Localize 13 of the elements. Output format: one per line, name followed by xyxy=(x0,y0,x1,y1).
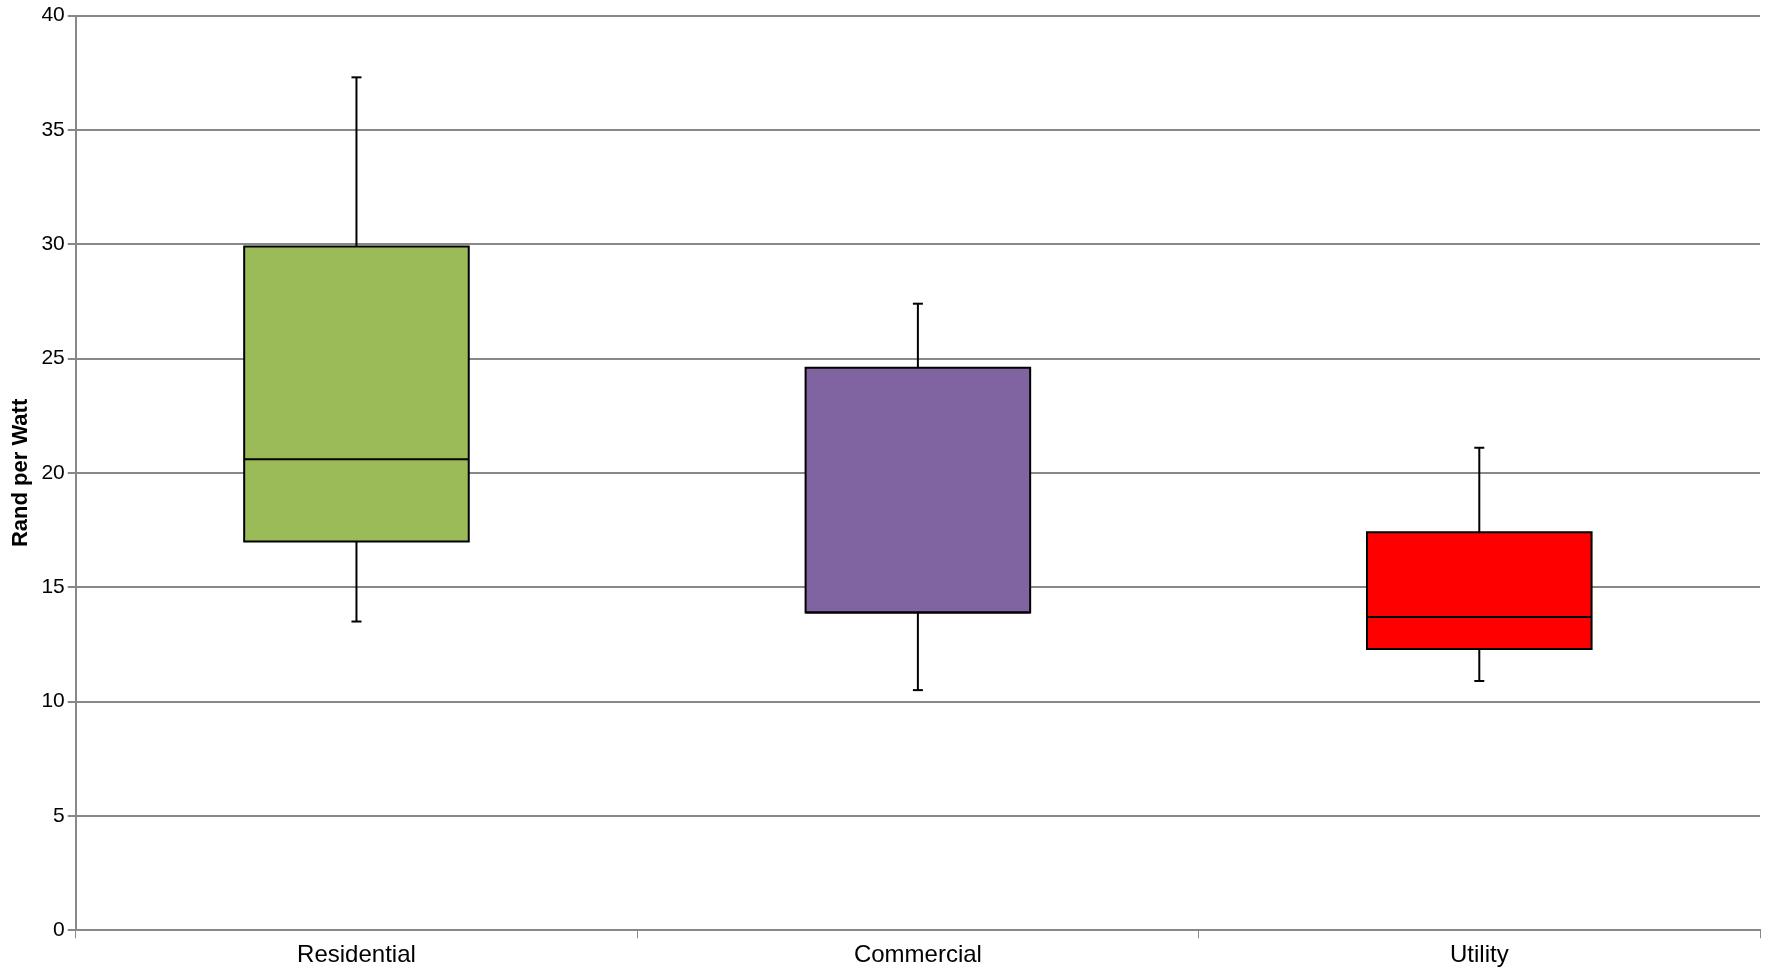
x-tick-label: Commercial xyxy=(853,940,982,968)
y-tick-label: 5 xyxy=(53,802,65,826)
y-tick-label: 0 xyxy=(53,917,65,940)
y-tick-label: 40 xyxy=(41,2,65,26)
y-tick-label: 10 xyxy=(41,688,65,712)
y-tick-label: 30 xyxy=(41,231,65,255)
y-tick-label: 15 xyxy=(41,574,65,598)
y-axis-title: Rand per Watt xyxy=(7,398,33,548)
x-tick-label: Utility xyxy=(1449,940,1509,968)
y-tick-label: 20 xyxy=(41,459,65,483)
y-tick-label: 25 xyxy=(41,345,65,369)
x-tick-label: Residential xyxy=(297,940,416,968)
y-tick-label: 35 xyxy=(41,116,65,140)
